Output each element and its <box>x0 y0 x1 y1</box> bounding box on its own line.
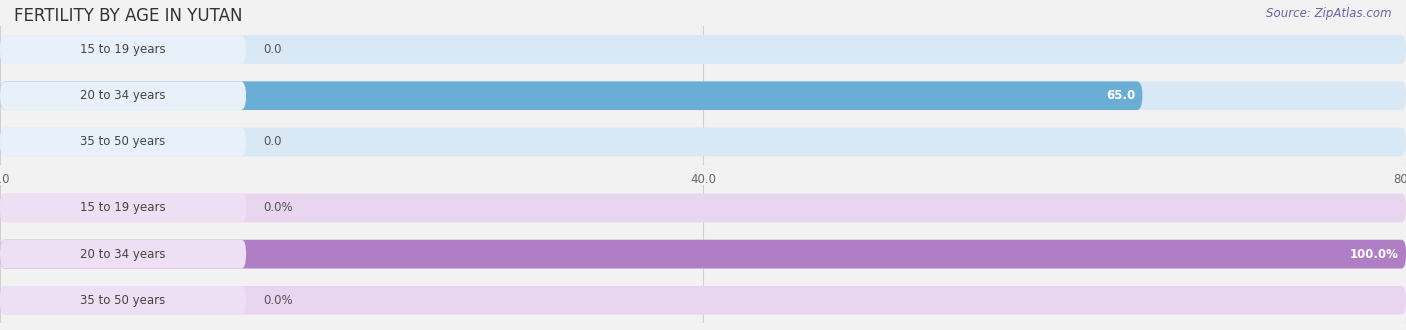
FancyBboxPatch shape <box>0 35 1406 64</box>
Text: 20 to 34 years: 20 to 34 years <box>80 248 166 261</box>
FancyBboxPatch shape <box>0 128 246 156</box>
FancyBboxPatch shape <box>0 128 1406 156</box>
FancyBboxPatch shape <box>0 35 246 64</box>
Text: 100.0%: 100.0% <box>1350 248 1399 261</box>
Text: 0.0: 0.0 <box>263 135 281 148</box>
Text: 0.0%: 0.0% <box>263 201 292 214</box>
Text: Source: ZipAtlas.com: Source: ZipAtlas.com <box>1267 7 1392 19</box>
Text: 15 to 19 years: 15 to 19 years <box>80 201 166 214</box>
Text: 0.0: 0.0 <box>263 43 281 56</box>
FancyBboxPatch shape <box>0 82 246 110</box>
Text: 35 to 50 years: 35 to 50 years <box>80 135 166 148</box>
FancyBboxPatch shape <box>0 240 246 268</box>
FancyBboxPatch shape <box>0 240 1406 268</box>
Text: 0.0%: 0.0% <box>263 294 292 307</box>
Text: 15 to 19 years: 15 to 19 years <box>80 43 166 56</box>
Text: 35 to 50 years: 35 to 50 years <box>80 294 166 307</box>
FancyBboxPatch shape <box>0 82 1142 110</box>
FancyBboxPatch shape <box>0 286 1406 314</box>
FancyBboxPatch shape <box>0 82 1406 110</box>
FancyBboxPatch shape <box>0 194 1406 222</box>
Text: FERTILITY BY AGE IN YUTAN: FERTILITY BY AGE IN YUTAN <box>14 7 243 25</box>
FancyBboxPatch shape <box>0 194 246 222</box>
Text: 65.0: 65.0 <box>1107 89 1135 102</box>
Text: 20 to 34 years: 20 to 34 years <box>80 89 166 102</box>
FancyBboxPatch shape <box>0 286 246 314</box>
FancyBboxPatch shape <box>0 240 1406 268</box>
